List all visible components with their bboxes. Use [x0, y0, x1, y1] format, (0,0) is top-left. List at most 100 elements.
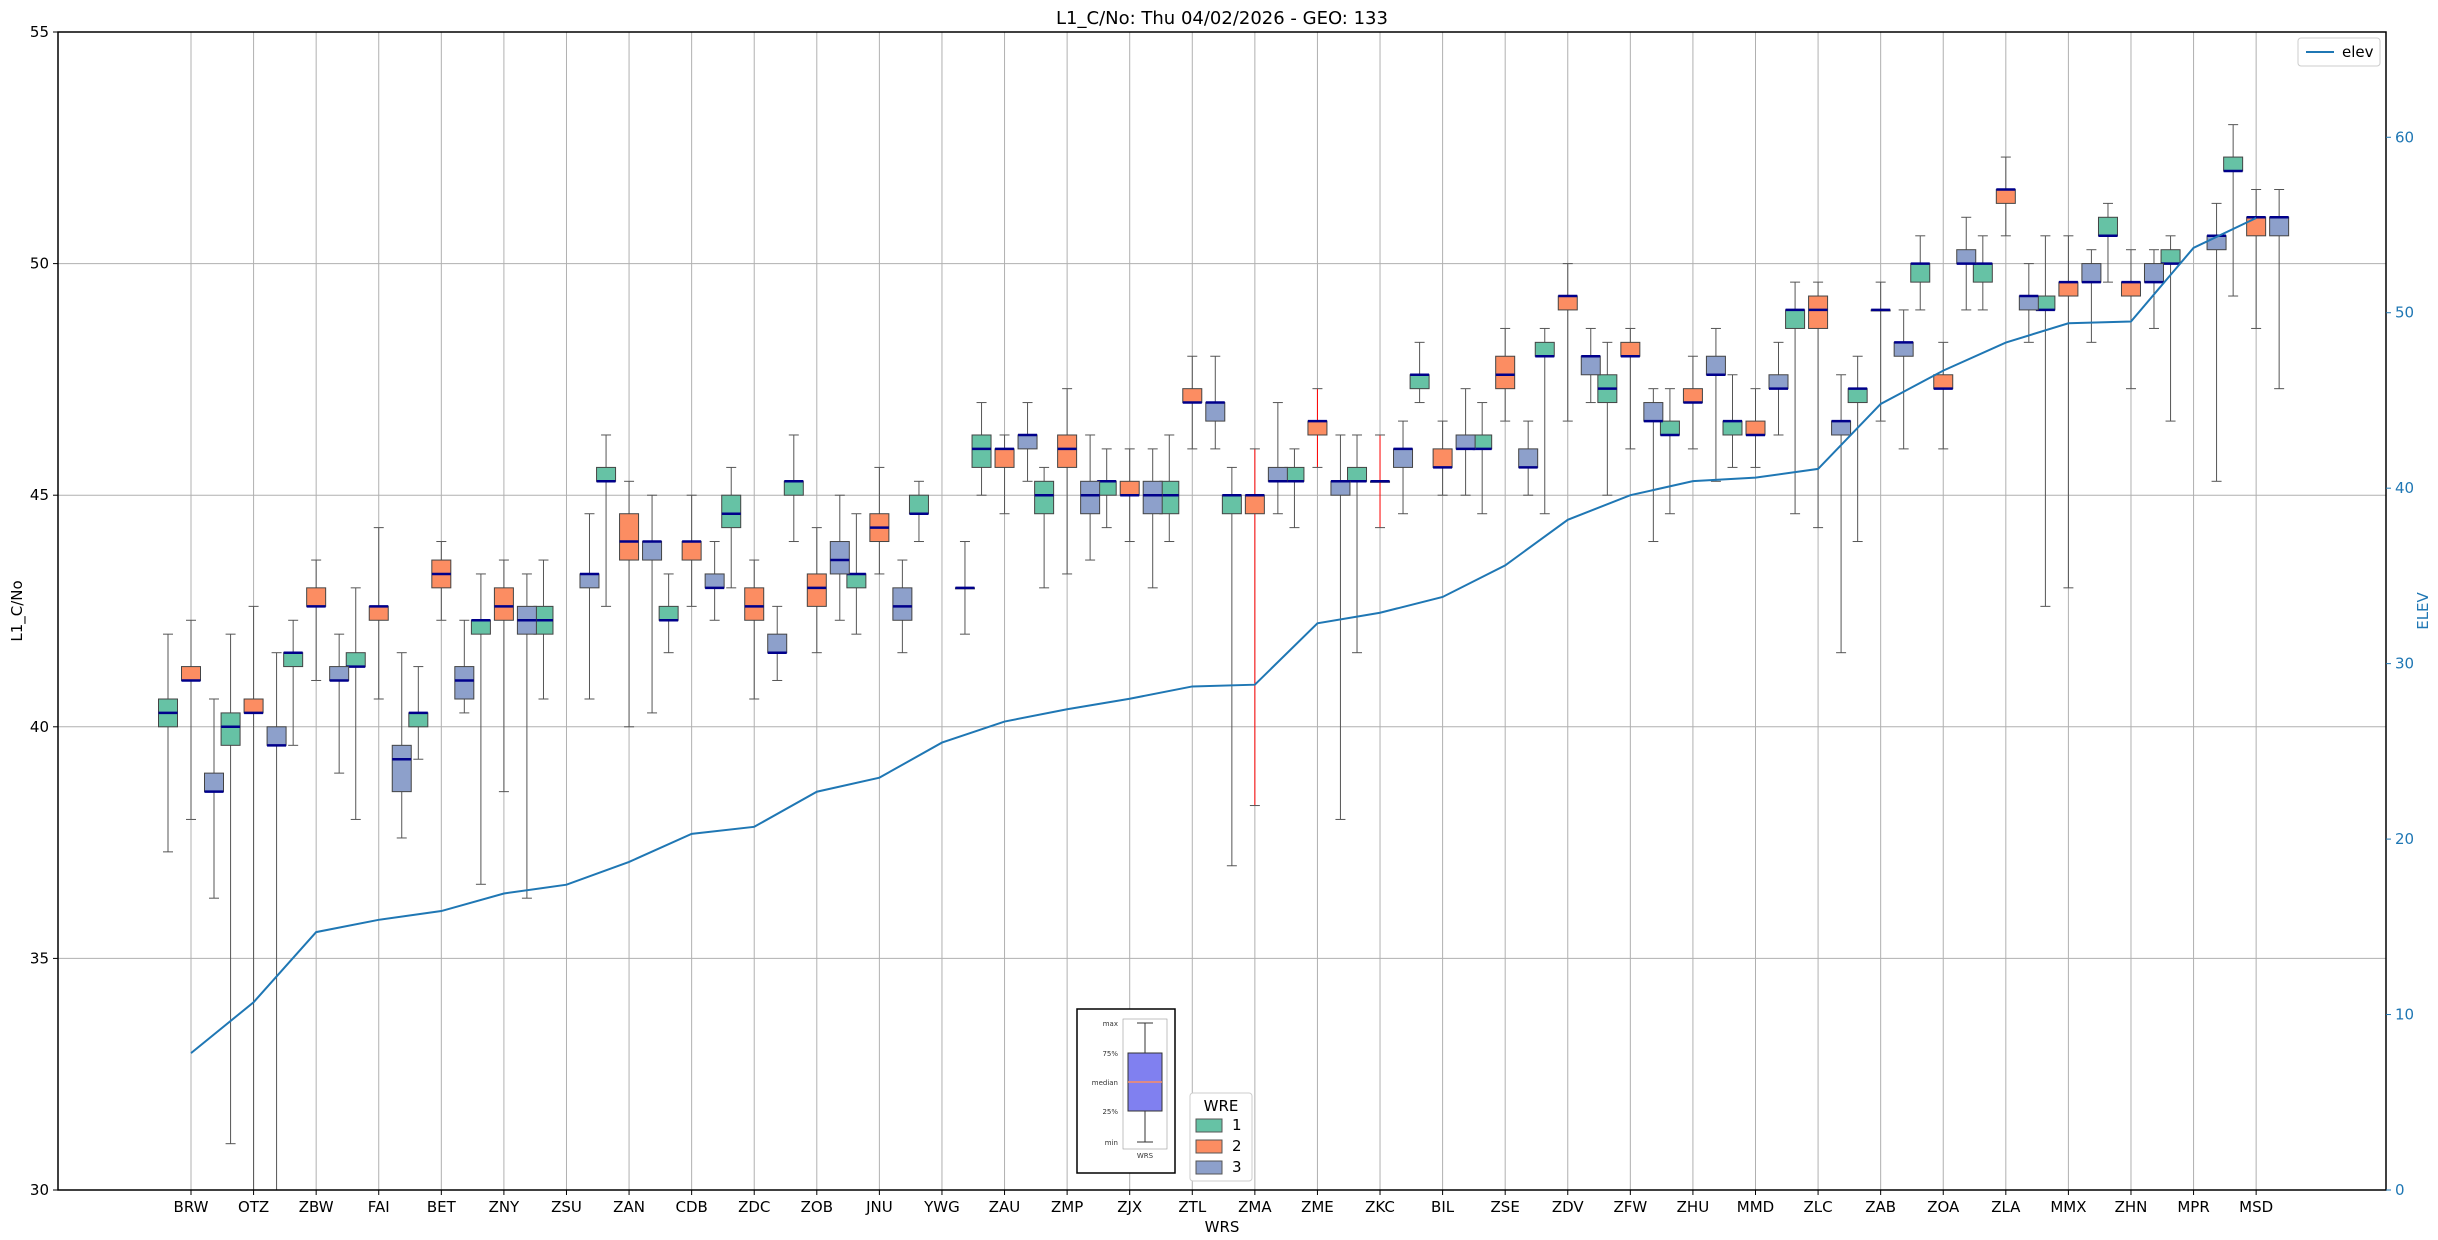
- box-plot: [1682, 355, 1703, 450]
- box-plot: [1432, 420, 1453, 496]
- box-plot: [220, 633, 241, 1145]
- iqr-box: [1785, 309, 1806, 329]
- x-axis-title: WRS: [1205, 1218, 1240, 1236]
- iqr-box: [846, 573, 867, 589]
- y2-tick-label: 10: [2395, 1006, 2414, 1024]
- x-tick-label: ZDC: [738, 1198, 770, 1216]
- elev-line: [190, 217, 2257, 1054]
- box-plot: [2143, 249, 2164, 329]
- iqr-box: [1495, 355, 1516, 390]
- box-plot: [2097, 202, 2118, 283]
- y2-tick-label: 20: [2395, 830, 2414, 848]
- x-tick-label: ZHU: [1677, 1198, 1710, 1216]
- box-plot: [596, 434, 617, 607]
- x-tick-label: ZAB: [1865, 1198, 1896, 1216]
- iqr-box: [2097, 216, 2118, 237]
- iqr-box: [806, 573, 827, 607]
- iqr-box: [391, 744, 412, 793]
- y-tick-label: 50: [30, 255, 49, 273]
- iqr-box: [1745, 420, 1766, 436]
- x-tick-label: BET: [427, 1198, 457, 1216]
- box-plot: [2246, 188, 2267, 329]
- line-legend: elev: [2297, 37, 2381, 67]
- box-plot: [846, 513, 867, 635]
- box-plot: [704, 541, 725, 621]
- box-plot: [806, 527, 827, 654]
- box-plot: [1205, 355, 1226, 450]
- box-plot: [869, 466, 890, 575]
- y-tick-label: 35: [30, 949, 49, 967]
- box-plot: [204, 698, 224, 899]
- iqr-box: [2269, 216, 2290, 237]
- box-plot: [1893, 309, 1914, 450]
- iqr-box: [783, 480, 804, 496]
- iqr-box: [2058, 281, 2079, 297]
- box-plot: [1119, 448, 1140, 543]
- box-plot: [345, 587, 366, 820]
- box-plot: [1017, 402, 1038, 482]
- axes: BRW OTZ ZBW FAI BET ZNY ZSU ZAN CDB ZDC ZOB JNU YWG Z…: [30, 23, 2414, 1216]
- box-plot: [1705, 327, 1726, 482]
- iqr-box: [2120, 281, 2141, 297]
- legend-swatch-2: [1195, 1139, 1223, 1154]
- legend-label-2: 2: [1232, 1137, 1242, 1155]
- box-plot: [642, 494, 663, 714]
- iqr-box: [1768, 374, 1789, 390]
- iqr-box: [1267, 466, 1288, 482]
- box-plot: [1080, 434, 1101, 561]
- box-plot: [533, 559, 554, 700]
- iqr-box: [1142, 480, 1163, 515]
- x-tick-label: ZAU: [989, 1198, 1021, 1216]
- iqr-box: [1205, 402, 1226, 422]
- box-plot: [1495, 327, 1516, 422]
- iqr-box: [908, 494, 929, 515]
- box-plot: [721, 466, 742, 589]
- box-plot: [1307, 388, 1328, 468]
- box-plot: [368, 527, 389, 700]
- box-plot: [1847, 355, 1868, 543]
- iqr-box: [681, 541, 702, 561]
- box-plot: [243, 605, 264, 1190]
- iqr-box: [1119, 480, 1140, 496]
- box-plot: [158, 633, 178, 853]
- box-plot: [1933, 341, 1954, 450]
- x-tick-label: MMD: [1737, 1198, 1774, 1216]
- iqr-box: [1659, 420, 1680, 436]
- y2-axis-title: ELEV: [2414, 591, 2432, 629]
- box-plot: [1659, 388, 1680, 515]
- iqr-box: [1580, 355, 1601, 376]
- iqr-box: [181, 666, 201, 681]
- box-plot: [1159, 434, 1180, 543]
- box-plot: [1096, 448, 1117, 529]
- iqr-box: [1972, 263, 1993, 283]
- y2-tick-label: 0: [2395, 1181, 2405, 1199]
- iqr-box: [1347, 466, 1368, 482]
- y-tick-label: 55: [30, 23, 49, 41]
- iqr-box: [220, 712, 241, 746]
- box-plot: [470, 573, 491, 885]
- box-plot: [408, 666, 429, 760]
- y2-tick-label: 30: [2395, 655, 2414, 673]
- inset-label-q3: 75%: [1102, 1050, 1118, 1058]
- iqr-box: [704, 573, 725, 589]
- box-legend-title: WRE: [1204, 1097, 1239, 1115]
- inset-label-median: median: [1092, 1079, 1118, 1087]
- box-plot: [431, 541, 452, 621]
- iqr-box: [1534, 341, 1555, 357]
- box-plot: [2058, 235, 2079, 589]
- box-plot: [1347, 434, 1368, 654]
- box-plot: [1057, 388, 1078, 575]
- inset-xlabel: WRS: [1137, 1152, 1154, 1160]
- inset-label-max: max: [1103, 1020, 1118, 1028]
- box-plot: [1972, 235, 1993, 311]
- iqr-box: [266, 726, 287, 746]
- iqr-box: [1831, 420, 1852, 436]
- iqr-box: [408, 712, 429, 728]
- box-plot: [1620, 327, 1641, 450]
- x-tick-label: ZME: [1301, 1198, 1334, 1216]
- iqr-box: [2160, 249, 2181, 265]
- iqr-box: [994, 448, 1015, 468]
- iqr-box: [1455, 434, 1476, 450]
- legend-label-3: 3: [1232, 1158, 1242, 1176]
- iqr-box: [1182, 388, 1203, 404]
